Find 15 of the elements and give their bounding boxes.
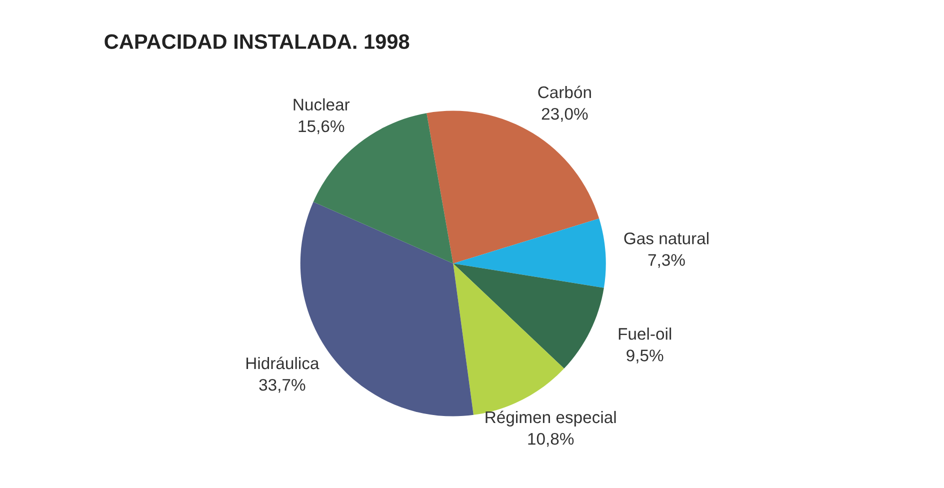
slice-label: Régimen especial [486, 410, 616, 426]
data-label: 23,0% [542, 108, 588, 122]
data-label: 33,7% [259, 378, 306, 393]
data-label: 15,6% [298, 120, 344, 134]
slice-label: Fuel-oil [618, 328, 672, 340]
slice-label: Hidráulica [246, 356, 320, 370]
data-label: 10,8% [528, 432, 574, 447]
pie-slice [453, 218, 606, 288]
slice-label: Carbón [538, 86, 591, 98]
data-label: 7,3% [648, 254, 685, 268]
slice-label: Gas natural [624, 232, 708, 244]
pie-slice [453, 264, 604, 369]
chart-title: CAPACIDAD INSTALADA. 1998 [104, 34, 410, 50]
slice-label: Nuclear [294, 98, 350, 111]
data-label: 9,5% [626, 350, 664, 364]
